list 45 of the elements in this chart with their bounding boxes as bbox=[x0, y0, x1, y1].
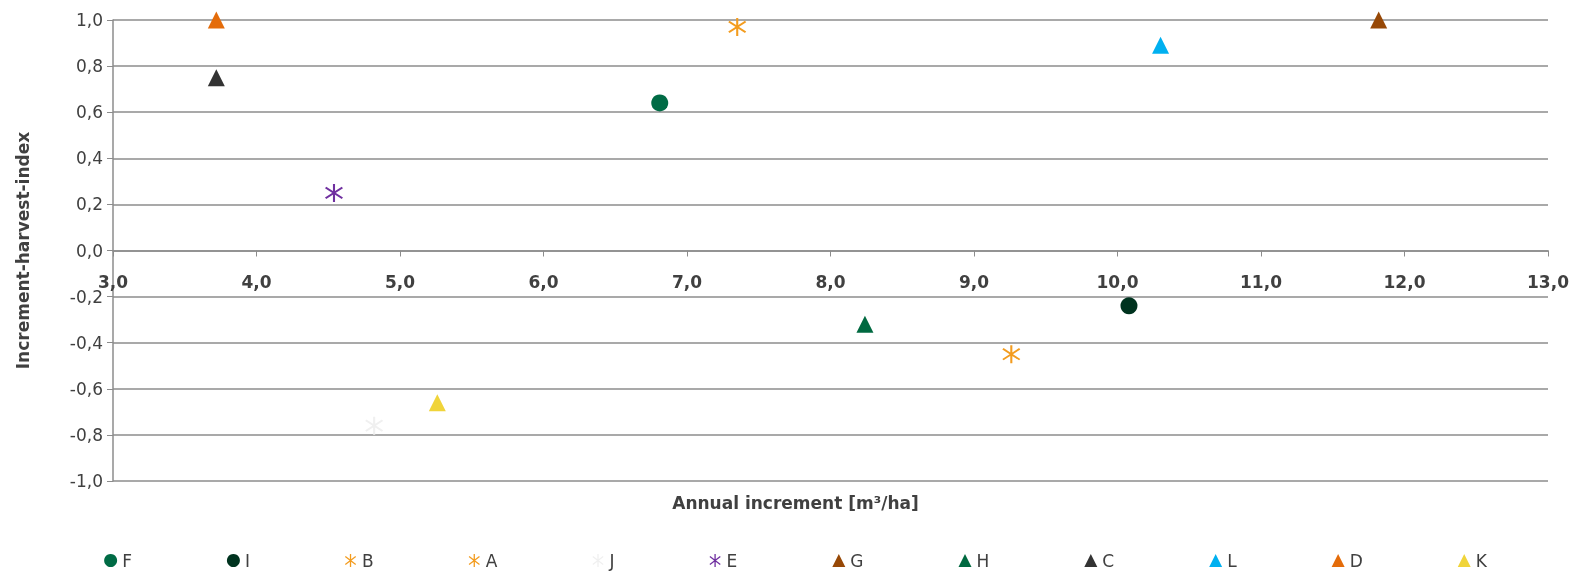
point bbox=[856, 315, 874, 333]
x-tick-label: 7,0 bbox=[671, 271, 703, 292]
legend-label: I bbox=[244, 550, 250, 571]
y-tick-label: -0,4 bbox=[69, 332, 103, 353]
point bbox=[728, 17, 747, 36]
legend-label: L bbox=[1227, 550, 1238, 571]
point bbox=[1152, 36, 1170, 54]
y-axis-title: Increment-harvest-index bbox=[12, 131, 33, 370]
legend-label: A bbox=[485, 550, 498, 571]
y-tick-label: 0,8 bbox=[75, 56, 103, 77]
legend-label: E bbox=[726, 550, 738, 571]
point bbox=[207, 11, 225, 29]
x-axis-title: Annual increment [m³/ha] bbox=[672, 492, 919, 513]
legend-label: B bbox=[362, 550, 374, 571]
x-tick-label: 4,0 bbox=[241, 271, 272, 292]
legend-label: J bbox=[608, 550, 615, 571]
x-tick-label: 11,0 bbox=[1240, 271, 1283, 292]
point bbox=[1002, 345, 1021, 364]
point bbox=[651, 94, 669, 112]
point bbox=[1370, 11, 1388, 29]
x-tick-label: 5,0 bbox=[384, 271, 416, 292]
y-tick-label: 0,4 bbox=[75, 148, 103, 169]
legend-label: H bbox=[976, 550, 990, 571]
point bbox=[428, 394, 446, 412]
point bbox=[207, 69, 225, 87]
point bbox=[365, 416, 384, 435]
legend-label: F bbox=[122, 550, 132, 571]
legend-label: D bbox=[1349, 550, 1363, 571]
y-tick-label: 0,6 bbox=[75, 102, 103, 123]
x-tick-label: 9,0 bbox=[958, 271, 990, 292]
legend-label: G bbox=[850, 550, 864, 571]
y-tick-label: -0,8 bbox=[69, 424, 103, 445]
point bbox=[1120, 297, 1138, 315]
x-tick-label: 8,0 bbox=[815, 271, 846, 292]
y-tick-label: -1,0 bbox=[69, 471, 103, 491]
x-tick-label: 10,0 bbox=[1096, 271, 1139, 292]
y-tick-label: 0,2 bbox=[75, 194, 103, 215]
y-tick-label: -0,6 bbox=[69, 378, 103, 399]
x-tick-label: 13,0 bbox=[1527, 271, 1570, 292]
y-tick-label: 0,0 bbox=[75, 240, 103, 261]
x-tick-label: 12,0 bbox=[1383, 271, 1426, 292]
y-tick-label: 1,0 bbox=[75, 10, 103, 30]
legend-label: K bbox=[1475, 550, 1488, 571]
x-tick-label: 6,0 bbox=[528, 271, 559, 292]
legend-label: C bbox=[1102, 550, 1115, 571]
